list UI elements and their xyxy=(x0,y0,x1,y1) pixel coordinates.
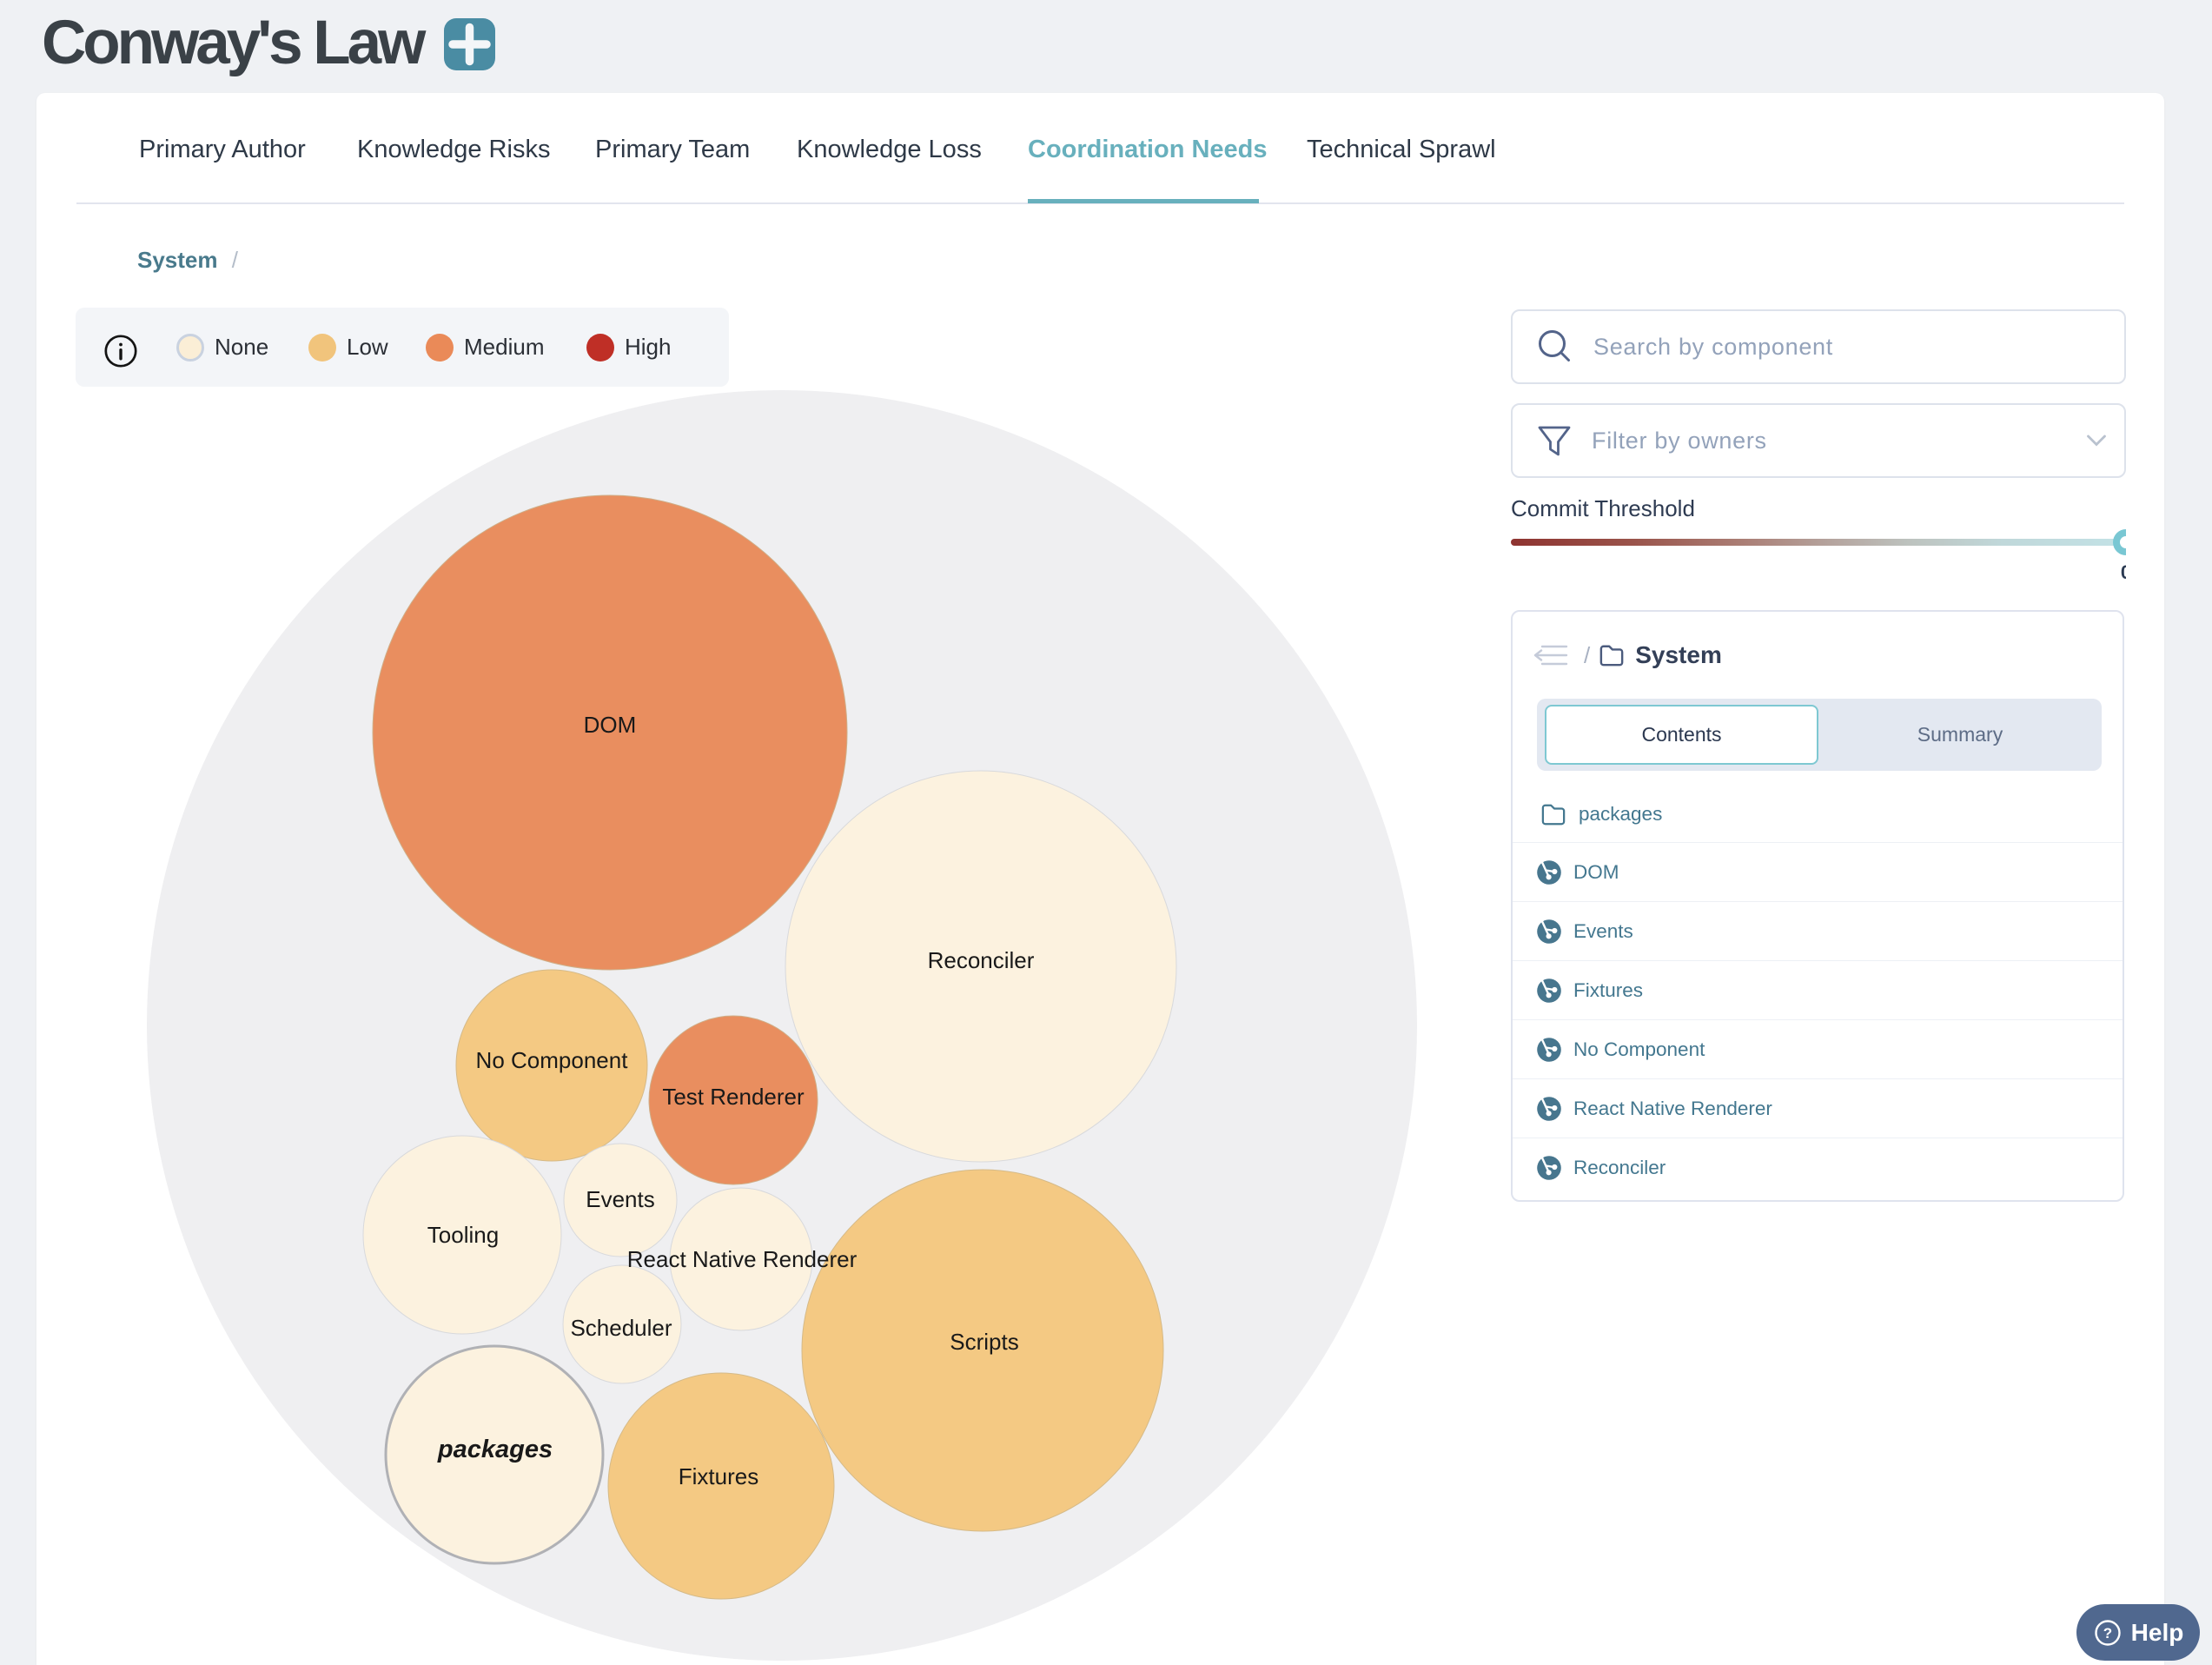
svg-text:Test Renderer: Test Renderer xyxy=(662,1084,805,1110)
svg-text:React Native Renderer: React Native Renderer xyxy=(627,1246,858,1272)
svg-text:Scripts: Scripts xyxy=(950,1329,1018,1355)
svg-text:No Component: No Component xyxy=(476,1047,629,1073)
svg-text:Scheduler: Scheduler xyxy=(570,1315,672,1341)
svg-text:Tooling: Tooling xyxy=(427,1222,499,1248)
svg-text:DOM: DOM xyxy=(584,712,637,738)
svg-text:?: ? xyxy=(2103,1625,2111,1642)
svg-text:Events: Events xyxy=(586,1186,655,1212)
svg-text:Fixtures: Fixtures xyxy=(679,1463,758,1489)
svg-text:packages: packages xyxy=(437,1436,553,1463)
svg-text:Reconciler: Reconciler xyxy=(928,947,1035,973)
